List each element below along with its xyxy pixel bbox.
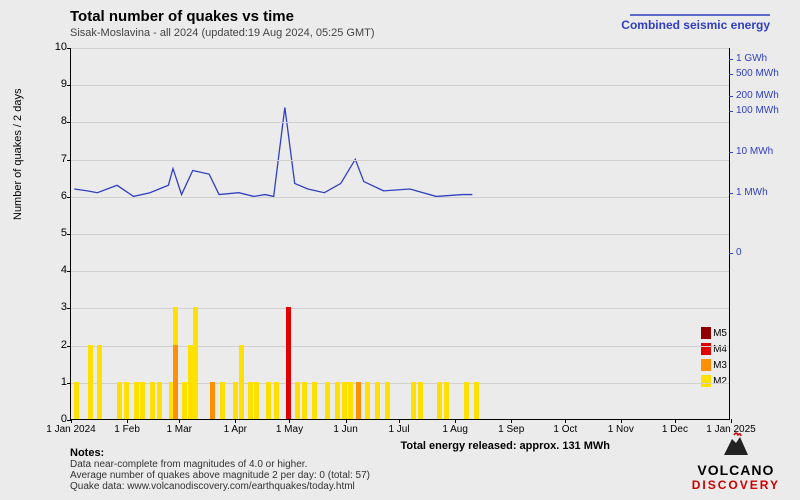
- quake-bar: [239, 345, 244, 419]
- y-tick-left: 6: [52, 190, 67, 202]
- chart-title: Total number of quakes vs time: [70, 8, 375, 25]
- x-tick: 1 Nov: [608, 424, 634, 435]
- quake-bar: [88, 345, 93, 419]
- legend-item: M5: [701, 325, 727, 341]
- x-tick: 1 Jan 2024: [46, 424, 96, 435]
- quake-bar: [157, 382, 162, 419]
- y-tick-left: 5: [52, 227, 67, 239]
- y-tick-right: 200 MWh: [736, 90, 779, 101]
- quake-bar: [375, 382, 380, 419]
- x-tick: 1 May: [276, 424, 303, 435]
- note-line: Data near-complete from magnitudes of 4.…: [70, 459, 370, 470]
- y-tick-right: 1 MWh: [736, 187, 768, 198]
- legend-item: M3: [701, 357, 727, 373]
- quake-bar: [302, 382, 307, 419]
- chart-subtitle: Sisak-Moslavina - all 2024 (updated:19 A…: [70, 27, 375, 39]
- quake-bar: [474, 382, 479, 419]
- quake-bar: [342, 382, 347, 419]
- quake-bar: [411, 382, 416, 419]
- y-tick-left: 1: [52, 376, 67, 388]
- quake-bar: [348, 382, 353, 419]
- y-tick-left: 9: [52, 78, 67, 90]
- x-tick: 1 Mar: [166, 424, 192, 435]
- logo: VOLCANO DISCOVERY: [692, 429, 780, 492]
- quake-bar: [97, 345, 102, 419]
- quake-bar: [266, 382, 271, 419]
- quake-bar: [385, 382, 390, 419]
- volcano-icon: [716, 429, 756, 457]
- y-tick-right: 1 GWh: [736, 53, 767, 64]
- y-tick-left: 3: [52, 301, 67, 313]
- quake-bar: [117, 382, 122, 419]
- quake-bar: [182, 382, 187, 419]
- quake-bar: [254, 382, 259, 419]
- quake-bar: [437, 382, 442, 419]
- total-energy: Total energy released: approx. 131 MWh: [401, 440, 610, 452]
- y-tick-left: 10: [52, 41, 67, 53]
- y-tick-right: 0: [736, 247, 742, 258]
- legend-item: M4: [701, 341, 727, 357]
- title-area: Total number of quakes vs time Sisak-Mos…: [70, 8, 375, 39]
- chart-container: Total number of quakes vs time Sisak-Mos…: [0, 0, 800, 500]
- y-tick-left: 8: [52, 115, 67, 127]
- logo-text-top: VOLCANO: [692, 462, 780, 478]
- y-tick-left: 2: [52, 339, 67, 351]
- y-axis-label: Number of quakes / 2 days: [12, 89, 24, 220]
- x-tick: 1 Dec: [662, 424, 688, 435]
- quake-bar: [124, 382, 129, 419]
- plot-area: M5M4M3M2 1 Jan 20241 Feb1 Mar1 Apr1 May1…: [70, 48, 730, 420]
- y-tick-left: 7: [52, 153, 67, 165]
- y-tick-right: 10 MWh: [736, 146, 773, 157]
- note-line: Average number of quakes above magnitude…: [70, 470, 370, 481]
- energy-legend-label: Combined seismic energy: [621, 18, 770, 32]
- quake-bar: [233, 382, 238, 419]
- quake-bar: [365, 382, 370, 419]
- quake-bar: [193, 307, 198, 419]
- energy-legend-line: [630, 12, 770, 18]
- x-tick: 1 Oct: [553, 424, 577, 435]
- quake-bar: [274, 382, 279, 419]
- x-tick: 1 Aug: [442, 424, 468, 435]
- magnitude-legend: M5M4M3M2: [701, 325, 727, 389]
- quake-bar: [134, 382, 139, 419]
- y-tick-right: 500 MWh: [736, 68, 779, 79]
- quake-bar: [220, 382, 225, 419]
- quake-bar: [464, 382, 469, 419]
- x-tick: 1 Apr: [224, 424, 247, 435]
- notes-block: Notes: Data near-complete from magnitude…: [70, 447, 370, 492]
- quake-bar: [74, 382, 79, 419]
- x-tick: 1 Jun: [333, 424, 357, 435]
- quake-bar: [150, 382, 155, 419]
- quake-bar: [286, 307, 291, 419]
- y-tick-right: 100 MWh: [736, 105, 779, 116]
- quake-bar: [444, 382, 449, 419]
- x-tick: 1 Feb: [114, 424, 140, 435]
- y-tick-left: 4: [52, 264, 67, 276]
- logo-text-bottom: DISCOVERY: [692, 478, 780, 492]
- note-line: Quake data: www.volcanodiscovery.com/ear…: [70, 481, 370, 492]
- quake-bar: [248, 382, 253, 419]
- x-tick: 1 Jul: [388, 424, 409, 435]
- y-tick-left: 0: [52, 413, 67, 425]
- legend-item: M2: [701, 373, 727, 389]
- quake-bar: [312, 382, 317, 419]
- x-tick: 1 Sep: [498, 424, 524, 435]
- notes-title: Notes:: [70, 447, 370, 459]
- quake-bar: [140, 382, 145, 419]
- quake-bar: [210, 382, 215, 419]
- quake-bar: [418, 382, 423, 419]
- quake-bar: [325, 382, 330, 419]
- quake-bar: [295, 382, 300, 419]
- quake-bar: [356, 382, 361, 419]
- quake-bar: [335, 382, 340, 419]
